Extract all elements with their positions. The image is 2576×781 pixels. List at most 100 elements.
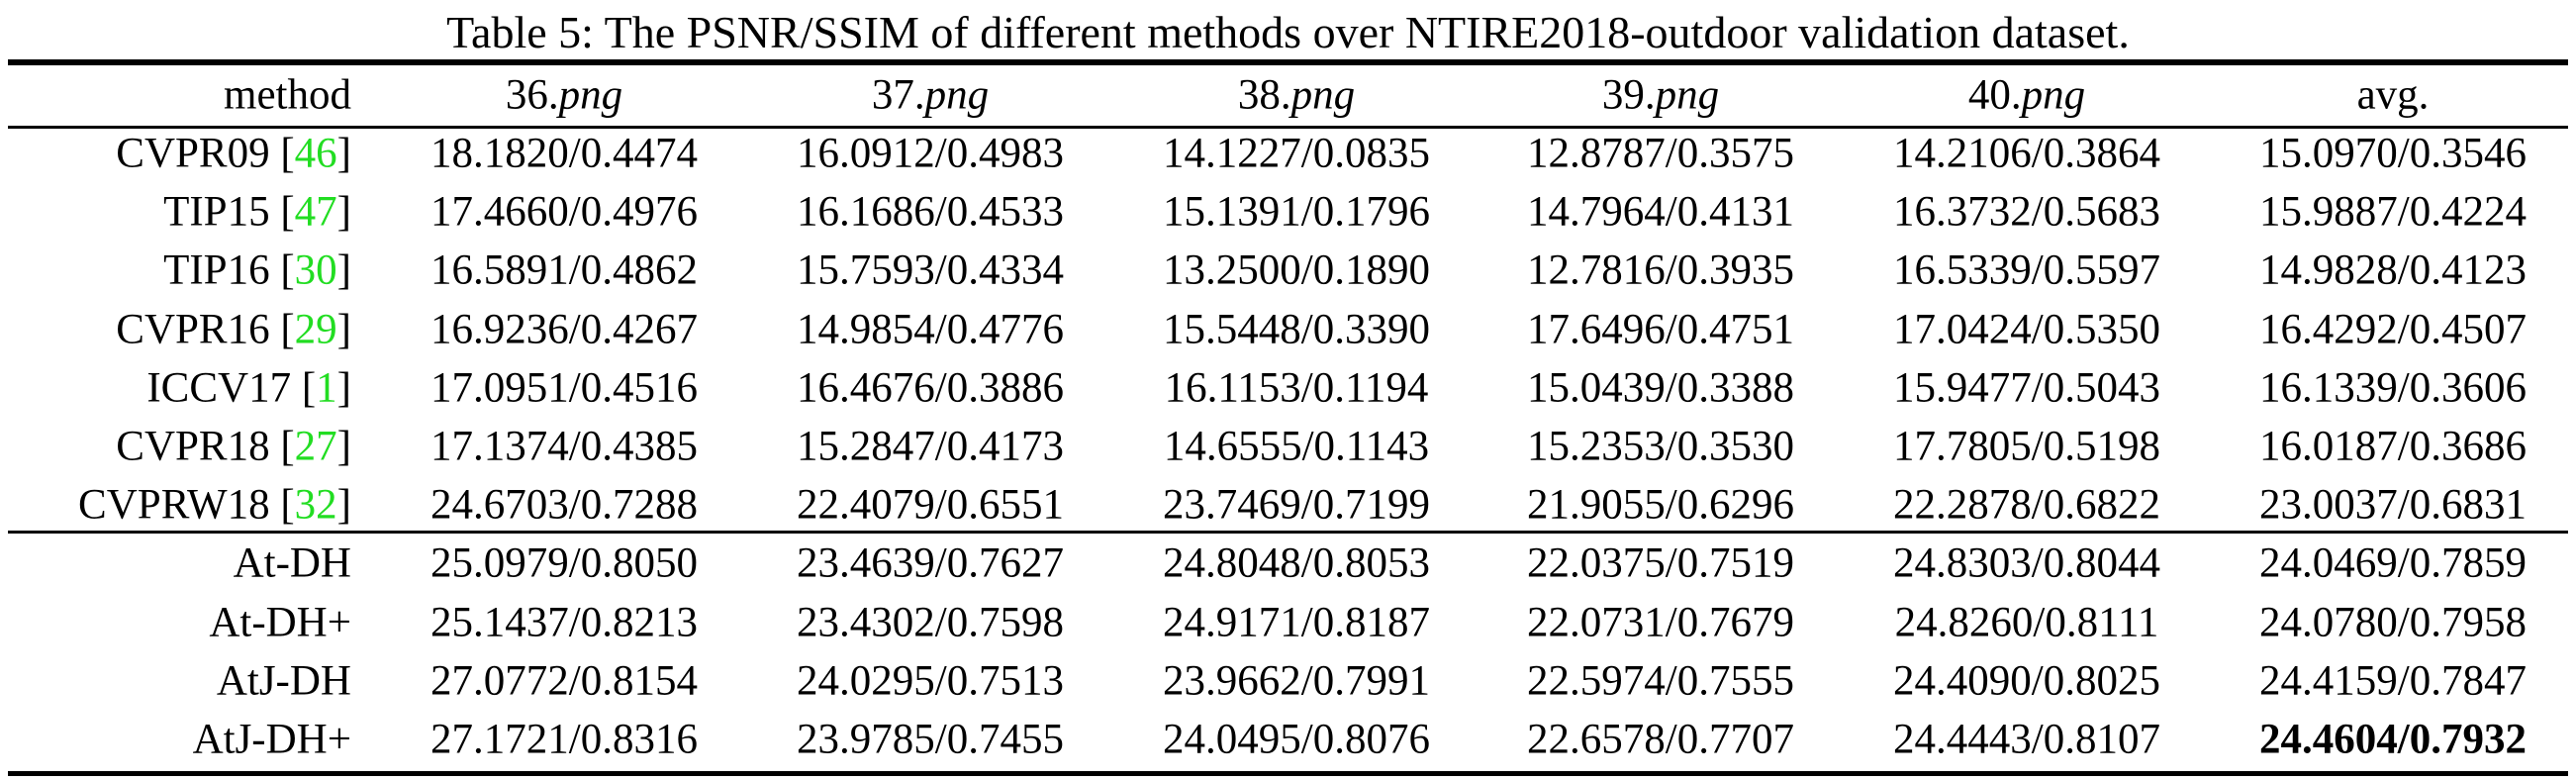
table-cell: 23.9785/0.7455 xyxy=(797,716,1064,763)
method-text: ] xyxy=(336,246,351,294)
table-cell: 16.4676/0.3886 xyxy=(797,364,1064,412)
method-text: At-DH xyxy=(233,539,351,587)
citation: 29 xyxy=(294,306,337,353)
method-cell: TIP15 [47] xyxy=(163,191,351,234)
method-cell: At-DH+ xyxy=(209,601,351,643)
table-cell: 17.1374/0.4385 xyxy=(430,423,698,470)
table-cell: 14.6555/0.1143 xyxy=(1163,423,1430,470)
method-cell: CVPR09 [46] xyxy=(116,133,351,175)
table-cell: 22.0375/0.7519 xyxy=(1527,539,1794,587)
table-cell: 24.6703/0.7288 xyxy=(430,481,698,529)
table-cell: 15.1391/0.1796 xyxy=(1163,188,1430,236)
table-cell: 16.1686/0.4533 xyxy=(797,188,1064,236)
method-text: CVPR18 [ xyxy=(116,423,295,470)
method-cell: CVPR18 [27] xyxy=(116,426,351,468)
table-cell: 16.1153/0.1194 xyxy=(1164,364,1429,412)
table-cell: 23.4302/0.7598 xyxy=(797,599,1064,646)
table-cell: 16.0912/0.4983 xyxy=(797,130,1064,177)
method-cell: At-DH xyxy=(234,542,351,585)
table-cell: 12.8787/0.3575 xyxy=(1527,130,1794,177)
method-cell: TIP16 [30] xyxy=(163,249,351,292)
table-cell: 15.2847/0.4173 xyxy=(797,423,1064,470)
header-text: 37. xyxy=(871,71,925,119)
method-text: ICCV17 [ xyxy=(146,364,317,412)
header-text: png xyxy=(1655,71,1720,119)
table-cell: 24.0295/0.7513 xyxy=(797,657,1064,705)
method-text: ] xyxy=(336,306,351,353)
table-cell: 25.1437/0.8213 xyxy=(430,599,698,646)
citation: 46 xyxy=(294,130,337,177)
table-cell: 14.2106/0.3864 xyxy=(1893,130,2160,177)
citation: 27 xyxy=(294,423,337,470)
table-cell: 17.6496/0.4751 xyxy=(1527,306,1794,353)
table-cell: 24.4090/0.8025 xyxy=(1893,657,2160,705)
header-cell: 39.png xyxy=(1602,74,1719,117)
citation: 1 xyxy=(316,364,337,412)
table-cell: 22.4079/0.6551 xyxy=(797,481,1064,529)
header-cell: 40.png xyxy=(1968,74,2085,117)
table-cell: 14.1227/0.0835 xyxy=(1163,130,1430,177)
table-cell: 15.5448/0.3390 xyxy=(1163,306,1430,353)
header-text: png xyxy=(1290,71,1356,119)
rule xyxy=(8,126,2568,129)
table-cell: 16.4292/0.4507 xyxy=(2259,306,2527,353)
method-cell: AtJ-DH xyxy=(217,659,351,702)
table-cell: 22.5974/0.7555 xyxy=(1527,657,1794,705)
table-cell: 14.9828/0.4123 xyxy=(2259,246,2527,294)
method-text: CVPR09 [ xyxy=(116,130,295,177)
method-text: ] xyxy=(336,364,351,412)
table-cell: 17.4660/0.4976 xyxy=(430,188,698,236)
caption: Table 5: The PSNR/SSIM of different meth… xyxy=(446,7,2130,57)
table-cell: 24.8048/0.8053 xyxy=(1163,539,1430,587)
table-cell: 16.5339/0.5597 xyxy=(1893,246,2160,294)
rule xyxy=(8,530,2568,534)
table-cell: 16.5891/0.4862 xyxy=(430,246,698,294)
method-text: At-DH+ xyxy=(209,599,351,646)
header-text: 39. xyxy=(1601,71,1656,119)
table-cell: 22.6578/0.7707 xyxy=(1527,716,1794,763)
method-text: ] xyxy=(336,423,351,470)
table-cell: 23.9662/0.7991 xyxy=(1163,657,1430,705)
table-cell: 22.2878/0.6822 xyxy=(1893,481,2160,529)
table-cell: 24.4443/0.8107 xyxy=(1893,716,2160,763)
method-text: ] xyxy=(336,481,351,529)
table-cell: 14.9854/0.4776 xyxy=(797,306,1064,353)
rule xyxy=(8,59,2568,65)
table-cell: 15.7593/0.4334 xyxy=(797,246,1064,294)
table-cell: 15.2353/0.3530 xyxy=(1527,423,1794,470)
table-cell: 13.2500/0.1890 xyxy=(1163,246,1430,294)
method-cell: AtJ-DH+ xyxy=(193,719,351,761)
method-text: AtJ-DH+ xyxy=(192,716,351,763)
table-cell: 21.9055/0.6296 xyxy=(1527,481,1794,529)
method-text: ] xyxy=(336,130,351,177)
method-text: CVPRW18 [ xyxy=(78,481,295,529)
table-cell: 27.1721/0.8316 xyxy=(430,716,698,763)
method-text: TIP15 [ xyxy=(163,188,295,236)
table-cell: 18.1820/0.4474 xyxy=(430,130,698,177)
header-cell: method xyxy=(224,74,351,117)
table-cell: 23.7469/0.7199 xyxy=(1163,481,1430,529)
table-cell: 17.7805/0.5198 xyxy=(1893,423,2160,470)
method-text: TIP16 [ xyxy=(163,246,295,294)
header-text: 38. xyxy=(1237,71,1291,119)
table-cell: 22.0731/0.7679 xyxy=(1527,599,1794,646)
table-cell: 17.0424/0.5350 xyxy=(1893,306,2160,353)
header-cell: avg. xyxy=(2357,74,2430,117)
table-cell: 16.9236/0.4267 xyxy=(430,306,698,353)
table-cell: 24.4604/0.7932 xyxy=(2259,716,2527,763)
header-cell: 38.png xyxy=(1238,74,1355,117)
table-cell: 16.1339/0.3606 xyxy=(2259,364,2527,412)
table-cell: 24.4159/0.7847 xyxy=(2259,657,2527,705)
header-text: method xyxy=(224,71,351,119)
table-cell: 24.0495/0.8076 xyxy=(1163,716,1430,763)
method-cell: CVPRW18 [32] xyxy=(78,484,351,527)
table-cell: 14.7964/0.4131 xyxy=(1527,188,1794,236)
method-text: AtJ-DH xyxy=(216,657,351,705)
method-text: ] xyxy=(336,188,351,236)
table-cell: 24.0780/0.7958 xyxy=(2259,599,2527,646)
method-text: CVPR16 [ xyxy=(116,306,295,353)
citation: 47 xyxy=(294,188,337,236)
rule xyxy=(8,770,2568,776)
table-cell: 24.0469/0.7859 xyxy=(2259,539,2527,587)
